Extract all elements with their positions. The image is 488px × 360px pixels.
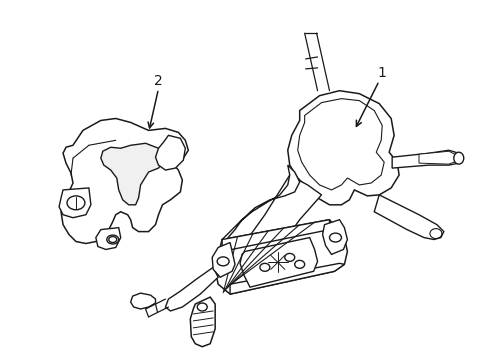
Polygon shape	[96, 228, 121, 249]
Polygon shape	[230, 264, 344, 294]
Polygon shape	[165, 267, 218, 311]
Text: 1: 1	[377, 66, 386, 80]
Ellipse shape	[284, 253, 294, 261]
Ellipse shape	[453, 152, 463, 164]
Ellipse shape	[294, 260, 304, 268]
Ellipse shape	[217, 257, 228, 266]
Polygon shape	[418, 151, 456, 164]
Polygon shape	[155, 135, 185, 170]
Polygon shape	[190, 297, 215, 347]
Polygon shape	[391, 150, 461, 168]
Polygon shape	[222, 165, 299, 247]
Polygon shape	[287, 91, 398, 205]
Polygon shape	[59, 188, 91, 218]
Polygon shape	[240, 238, 317, 287]
Polygon shape	[297, 99, 384, 190]
Ellipse shape	[67, 196, 85, 210]
Polygon shape	[212, 243, 235, 277]
Polygon shape	[322, 220, 346, 255]
Ellipse shape	[329, 233, 341, 242]
Polygon shape	[215, 220, 346, 294]
Ellipse shape	[106, 235, 119, 244]
Ellipse shape	[197, 303, 207, 311]
Polygon shape	[222, 220, 329, 251]
Ellipse shape	[260, 264, 269, 271]
Text: 2: 2	[154, 74, 163, 88]
Ellipse shape	[108, 237, 117, 243]
Polygon shape	[61, 118, 188, 243]
Polygon shape	[373, 195, 443, 239]
Polygon shape	[222, 175, 321, 284]
Polygon shape	[130, 293, 155, 309]
Polygon shape	[101, 143, 163, 205]
